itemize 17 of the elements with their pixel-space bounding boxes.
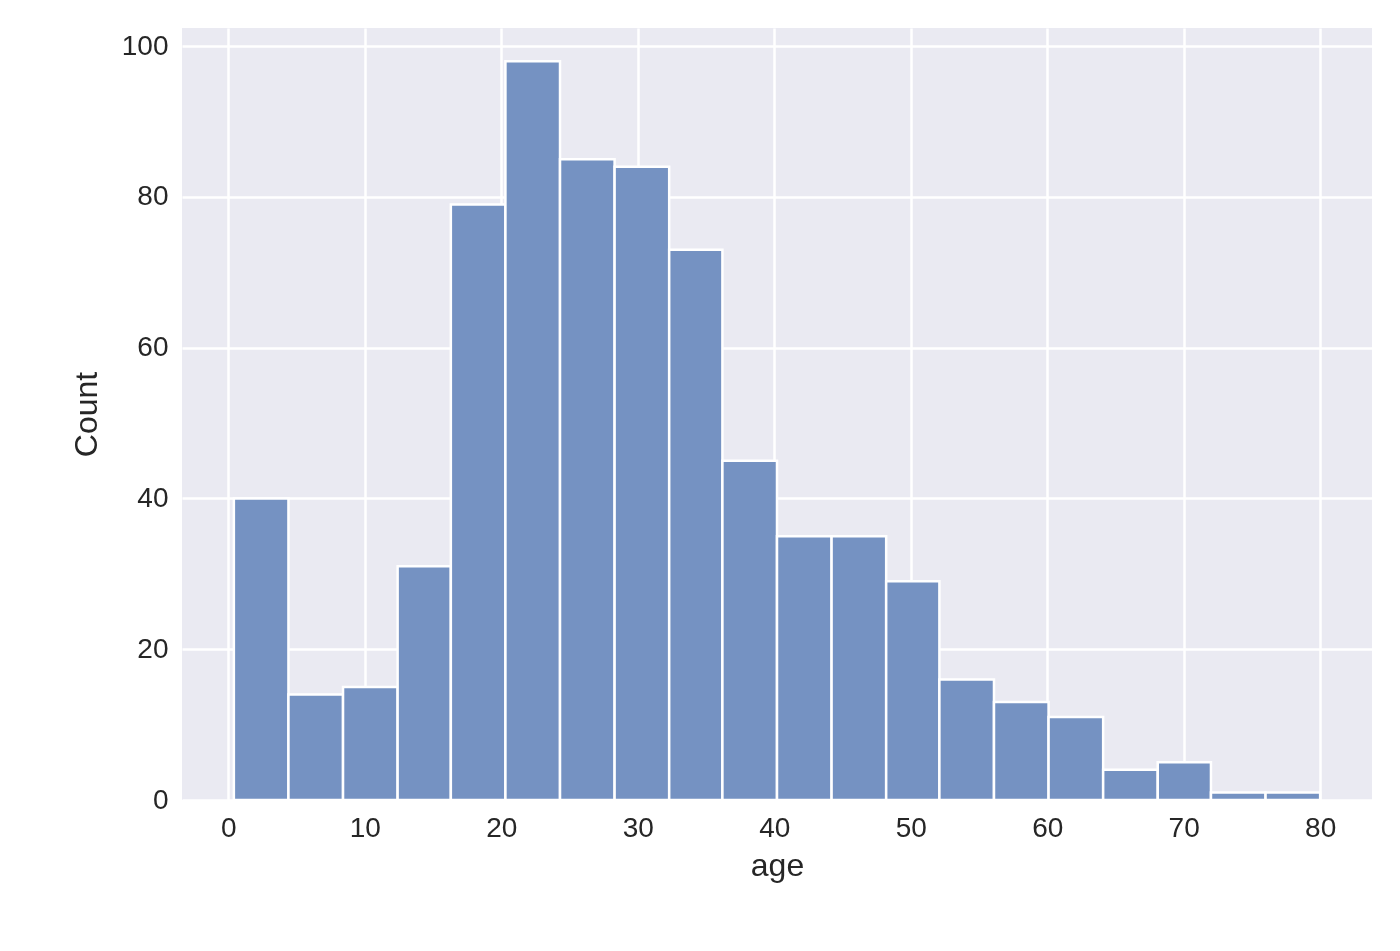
- y-tick-label: 0: [152, 783, 169, 815]
- x-tick-label: 30: [622, 811, 654, 843]
- y-tick-label: 20: [137, 632, 169, 664]
- x-tick-label: 10: [349, 811, 381, 843]
- y-tick-label: 60: [137, 331, 169, 363]
- x-tick-label: 20: [486, 811, 518, 843]
- x-axis-title: age: [750, 846, 805, 883]
- y-axis-title: Count: [67, 371, 104, 458]
- y-tick-label: 80: [137, 180, 169, 212]
- y-tick-label: 40: [137, 481, 169, 513]
- x-tick-label: 70: [1168, 811, 1200, 843]
- x-tick-label: 0: [221, 811, 237, 843]
- y-tick-label: 100: [121, 29, 169, 61]
- x-tick-label: 60: [1032, 811, 1064, 843]
- x-tick-label: 50: [895, 811, 927, 843]
- x-tick-label: 40: [759, 811, 791, 843]
- x-tick-label: 80: [1305, 811, 1337, 843]
